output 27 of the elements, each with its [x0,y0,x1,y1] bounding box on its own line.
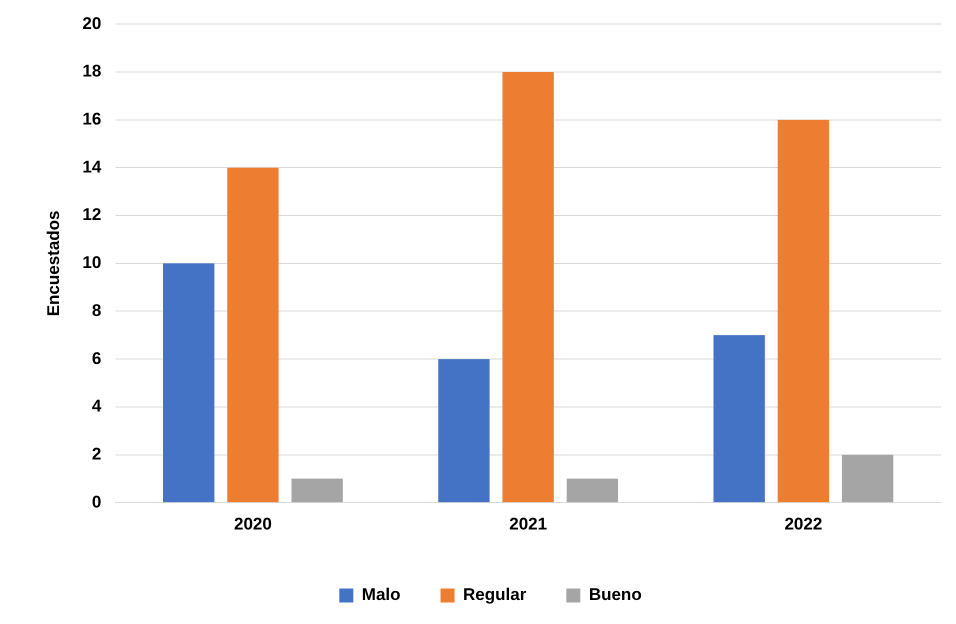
y-tick-label: 2 [92,444,102,464]
y-tick-label: 14 [82,157,102,176]
y-tick-label: 10 [82,253,102,272]
bar [163,263,214,502]
bar [778,120,830,502]
bar [842,454,894,502]
x-tick-label: 2021 [509,514,548,534]
y-tick-label: 4 [92,396,102,416]
legend-label: Regular [463,585,527,604]
y-tick-label: 8 [92,300,102,320]
y-tick-label: 6 [92,348,102,368]
y-axis-title: Encuestados [44,210,63,316]
bar [291,478,343,502]
bar [502,72,554,502]
bar [438,359,490,502]
bar [227,168,279,502]
x-tick-label: 2022 [784,514,822,534]
legend-label: Bueno [588,585,642,604]
y-tick-label: 20 [82,14,102,33]
y-tick-label: 0 [92,492,102,512]
legend-label: Malo [362,585,401,604]
y-tick-label: 12 [82,205,102,224]
y-tick-label: 18 [82,62,102,81]
x-tick-label: 2020 [234,514,272,534]
y-tick-label: 16 [82,110,102,129]
bar [566,478,618,502]
bar [713,335,765,502]
